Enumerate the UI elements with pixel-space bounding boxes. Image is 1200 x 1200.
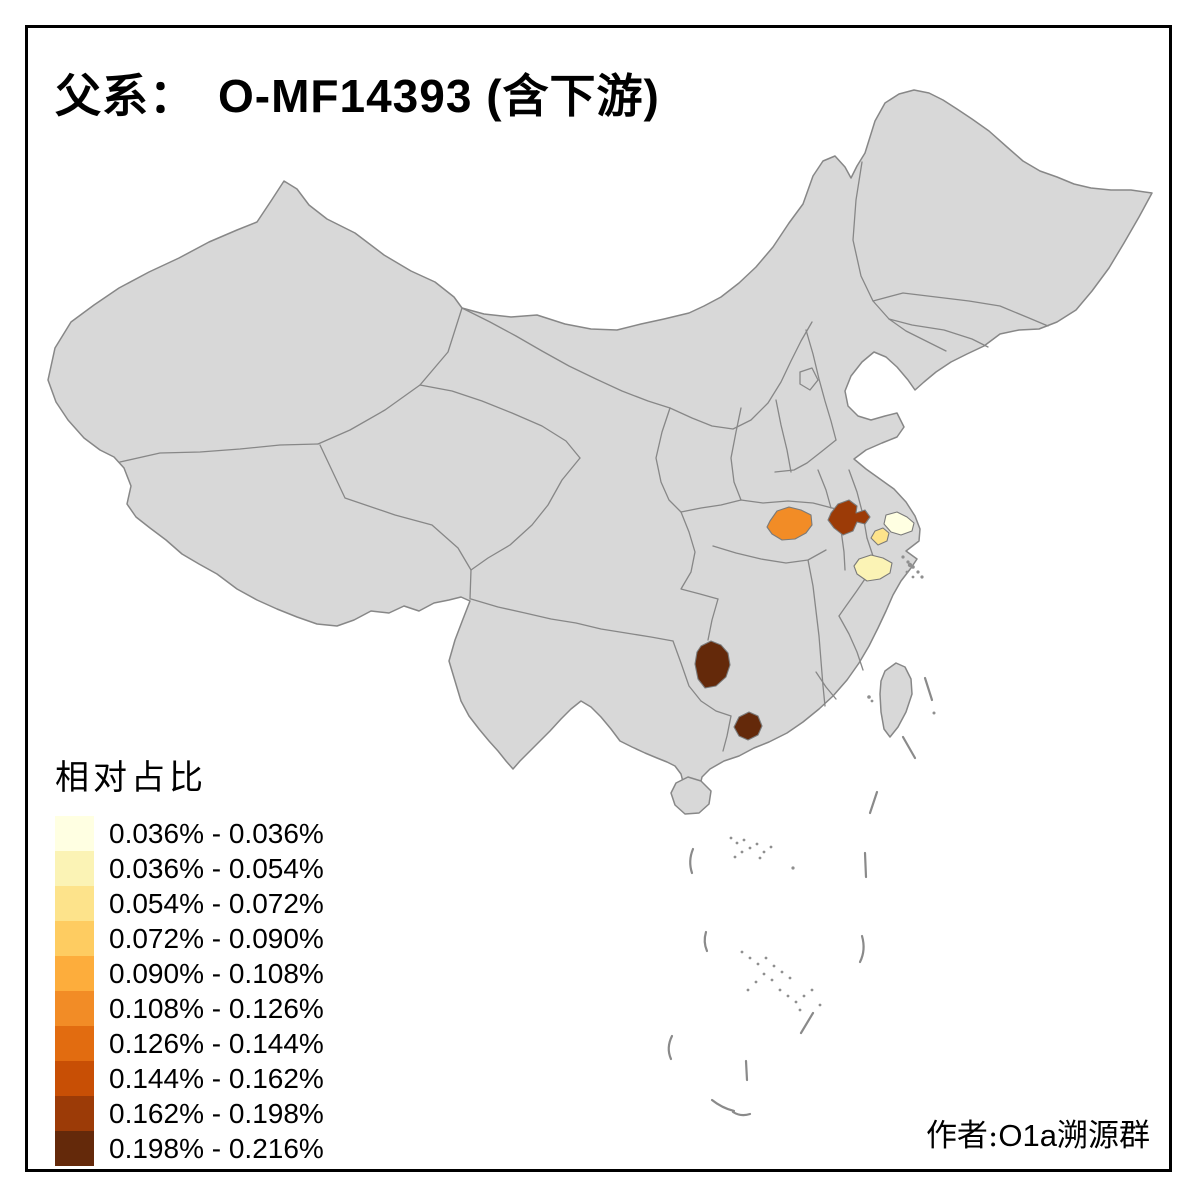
attribution-prefix: 作者: <box>925 1118 999 1154</box>
attribution-group-latin: O1a <box>998 1118 1057 1153</box>
legend-label: 0.108% - 0.126% <box>109 992 324 1024</box>
legend-swatch <box>55 1131 94 1166</box>
region-east-coast <box>883 511 915 536</box>
legend-swatch <box>55 1096 94 1131</box>
legend-item: 0.054% - 0.072% <box>55 886 324 921</box>
legend-title: 相对占比 <box>55 758 207 798</box>
legend-swatch <box>55 921 94 956</box>
legend-label: 0.036% - 0.036% <box>109 817 324 849</box>
legend-items: 0.036% - 0.036% 0.036% - 0.054% 0.054% -… <box>55 816 324 1166</box>
region-south <box>733 711 763 741</box>
legend-label: 0.126% - 0.144% <box>109 1027 324 1059</box>
attribution: 作者:O1a溯源群 <box>926 1110 1150 1155</box>
legend-label: 0.036% - 0.054% <box>109 852 324 884</box>
legend-item: 0.036% - 0.036% <box>55 816 324 851</box>
legend-label: 0.144% - 0.162% <box>109 1062 324 1094</box>
taiwan-island <box>879 662 913 738</box>
page-title: 父系： O-MF14393 (含下游) <box>55 60 660 126</box>
title-prefix: 父系： <box>55 69 196 123</box>
legend-item: 0.072% - 0.090% <box>55 921 324 956</box>
attribution-group-cn: 溯源群 <box>1057 1118 1150 1154</box>
legend-item: 0.144% - 0.162% <box>55 1061 324 1096</box>
legend-item: 0.126% - 0.144% <box>55 1026 324 1061</box>
title-haplogroup-code: O-MF14393 ( <box>218 70 503 122</box>
legend-swatch <box>55 851 94 886</box>
region-east-south <box>853 554 893 582</box>
title-downstream-note: 含下游 <box>502 69 644 123</box>
legend-swatch <box>55 1061 94 1096</box>
highlight-regions <box>694 499 915 741</box>
legend-label: 0.198% - 0.216% <box>109 1132 324 1164</box>
region-central-anhui <box>827 499 871 536</box>
title-paren-close: ) <box>643 70 660 122</box>
nine-dash-line <box>667 676 934 1117</box>
legend-item: 0.162% - 0.198% <box>55 1096 324 1131</box>
china-mainland-shape <box>47 89 1153 799</box>
legend-label: 0.162% - 0.198% <box>109 1097 324 1129</box>
legend-item: 0.090% - 0.108% <box>55 956 324 991</box>
legend: 相对占比 0.036% - 0.036% 0.036% - 0.054% 0.0… <box>55 750 324 1166</box>
hainan-island <box>670 776 712 815</box>
islands <box>729 555 936 1012</box>
legend-label: 0.054% - 0.072% <box>109 887 324 919</box>
legend-item: 0.108% - 0.126% <box>55 991 324 1026</box>
legend-swatch <box>55 991 94 1026</box>
legend-swatch <box>55 1026 94 1061</box>
legend-swatch <box>55 816 94 851</box>
legend-label: 0.090% - 0.108% <box>109 957 324 989</box>
legend-item: 0.036% - 0.054% <box>55 851 324 886</box>
region-southwest <box>694 640 731 689</box>
legend-label: 0.072% - 0.090% <box>109 922 324 954</box>
region-east-small <box>870 527 890 546</box>
legend-swatch <box>55 886 94 921</box>
legend-swatch <box>55 956 94 991</box>
legend-item: 0.198% - 0.216% <box>55 1131 324 1166</box>
region-central-hubei <box>766 506 813 541</box>
